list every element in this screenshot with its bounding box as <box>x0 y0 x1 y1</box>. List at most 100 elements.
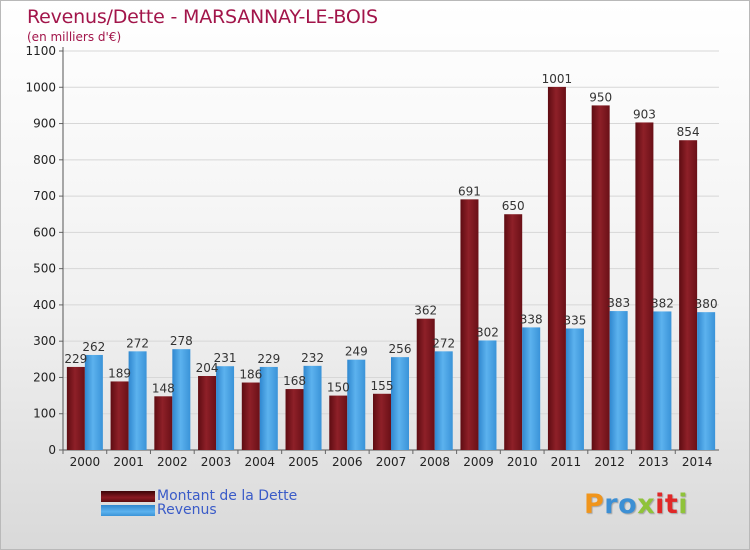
bar-revenus-2005 <box>303 365 322 450</box>
bar-revenus-2011 <box>565 328 584 450</box>
data-label-revenus-2014: 380 <box>695 297 718 311</box>
x-tick-label-2006: 2006 <box>332 455 363 469</box>
x-tick-label-2002: 2002 <box>157 455 188 469</box>
x-tick-label-2011: 2011 <box>551 455 582 469</box>
y-tick-label: 600 <box>33 225 56 239</box>
x-tick-label-2005: 2005 <box>288 455 319 469</box>
logo-letter: P <box>584 489 605 520</box>
logo-letter: t <box>664 489 679 520</box>
legend-swatch-dette <box>101 490 155 502</box>
x-tick-label-2001: 2001 <box>113 455 144 469</box>
data-label-dette-2013: 903 <box>633 107 656 121</box>
logo-letter: r <box>604 489 619 520</box>
data-label-dette-2010: 650 <box>502 199 525 213</box>
data-label-dette-2011: 1001 <box>542 72 573 86</box>
bar-dette-2011 <box>547 86 566 450</box>
data-label-revenus-2013: 382 <box>651 296 674 310</box>
bar-revenus-2010 <box>522 327 541 450</box>
data-label-dette-2008: 362 <box>414 304 437 318</box>
bar-dette-2008 <box>416 318 435 450</box>
data-label-revenus-2000: 262 <box>82 340 105 354</box>
data-label-dette-2014: 854 <box>677 125 700 139</box>
y-tick-label: 100 <box>33 407 56 421</box>
y-tick-label: 900 <box>33 117 56 131</box>
data-label-revenus-2011: 335 <box>563 313 586 327</box>
bar-revenus-2007 <box>391 357 409 450</box>
bar-revenus-2002 <box>172 349 191 450</box>
data-label-revenus-2004: 229 <box>257 352 280 366</box>
bar-revenus-2000 <box>84 354 103 450</box>
data-label-revenus-2007: 256 <box>389 342 412 356</box>
data-label-revenus-2003: 231 <box>214 351 237 365</box>
data-label-revenus-2005: 232 <box>301 351 324 365</box>
data-label-revenus-2006: 249 <box>345 345 368 359</box>
bar-dette-2000 <box>66 366 85 450</box>
proxiti-logo: Proxiti <box>584 489 688 520</box>
logo-letter: x <box>637 489 656 520</box>
bar-dette-2009 <box>460 199 479 450</box>
y-tick-label: 1100 <box>25 44 56 58</box>
data-label-dette-2012: 950 <box>589 90 612 104</box>
bar-revenus-2013 <box>653 311 672 450</box>
x-tick-label-2009: 2009 <box>463 455 494 469</box>
data-label-revenus-2010: 338 <box>520 312 543 326</box>
x-tick-label-2004: 2004 <box>245 455 276 469</box>
chart-title: Revenus/Dette - MARSANNAY-LE-BOIS <box>27 6 378 28</box>
y-tick-label: 700 <box>33 189 56 203</box>
data-label-dette-2006: 150 <box>327 381 350 395</box>
bar-dette-2003 <box>198 376 217 450</box>
bars <box>66 86 716 451</box>
chart-subtitle: (en milliers d'€) <box>27 30 122 44</box>
x-tick-label-2012: 2012 <box>594 455 625 469</box>
bar-revenus-2014 <box>697 312 716 450</box>
data-label-revenus-2008: 272 <box>432 336 455 350</box>
logo-letter: i <box>678 489 689 520</box>
y-tick-label: 800 <box>33 153 56 167</box>
legend-item-dette: Montant de la Dette <box>101 488 298 504</box>
x-tick-label-2013: 2013 <box>638 455 669 469</box>
bar-revenus-2003 <box>216 366 235 450</box>
data-label-dette-2004: 186 <box>239 368 262 382</box>
x-tick-label-2000: 2000 <box>70 455 101 469</box>
bar-dette-2001 <box>110 381 129 450</box>
bar-revenus-2008 <box>434 351 453 450</box>
data-label-revenus-2009: 302 <box>476 325 499 339</box>
bar-dette-2007 <box>373 393 391 450</box>
data-label-revenus-2012: 383 <box>607 296 630 310</box>
data-label-revenus-2002: 278 <box>170 334 193 348</box>
bar-dette-2004 <box>241 382 260 450</box>
bar-revenus-2012 <box>609 311 628 450</box>
legend-label-revenus: Revenus <box>157 502 217 518</box>
x-tick-label-2010: 2010 <box>507 455 538 469</box>
data-label-dette-2000: 229 <box>64 352 87 366</box>
y-tick-label: 200 <box>33 370 56 384</box>
bar-dette-2005 <box>285 389 304 450</box>
y-tick-label: 400 <box>33 298 56 312</box>
legend-label-dette: Montant de la Dette <box>157 488 298 504</box>
y-tick-label: 0 <box>48 443 56 457</box>
bar-revenus-2004 <box>259 366 278 450</box>
bar-dette-2010 <box>504 214 523 450</box>
data-label-dette-2003: 204 <box>196 361 219 375</box>
x-tick-label-2008: 2008 <box>419 455 450 469</box>
x-tick-label-2014: 2014 <box>682 455 713 469</box>
bar-revenus-2001 <box>128 351 147 450</box>
bar-dette-2002 <box>154 396 173 450</box>
axes: 0 100 200 300 400 500 600 700 800 900 1000 1100 2000… <box>25 44 719 469</box>
bar-dette-2013 <box>635 122 654 450</box>
x-tick-label-2007: 2007 <box>376 455 407 469</box>
bar-dette-2006 <box>329 395 348 450</box>
bar-revenus-2006 <box>347 359 366 450</box>
y-tick-label: 1000 <box>25 80 56 94</box>
legend-swatch-revenus <box>101 504 155 516</box>
data-label-dette-2001: 189 <box>108 366 131 380</box>
y-tick-label: 300 <box>33 334 56 348</box>
data-label-revenus-2001: 272 <box>126 336 149 350</box>
bar-revenus-2009 <box>478 340 497 450</box>
logo-letter: o <box>618 489 638 520</box>
logo-letter: i <box>655 489 665 520</box>
x-tick-label-2003: 2003 <box>201 455 232 469</box>
data-label-dette-2002: 148 <box>152 381 175 395</box>
bar-dette-2012 <box>591 105 610 450</box>
